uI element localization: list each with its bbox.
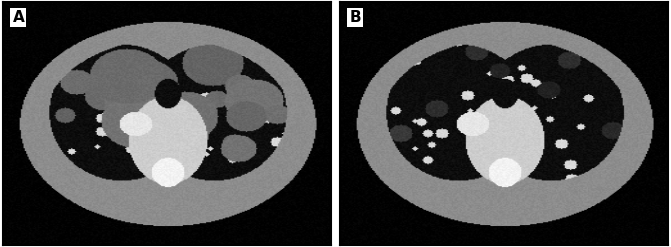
Text: A: A [13,10,24,25]
Text: B: B [350,10,361,25]
